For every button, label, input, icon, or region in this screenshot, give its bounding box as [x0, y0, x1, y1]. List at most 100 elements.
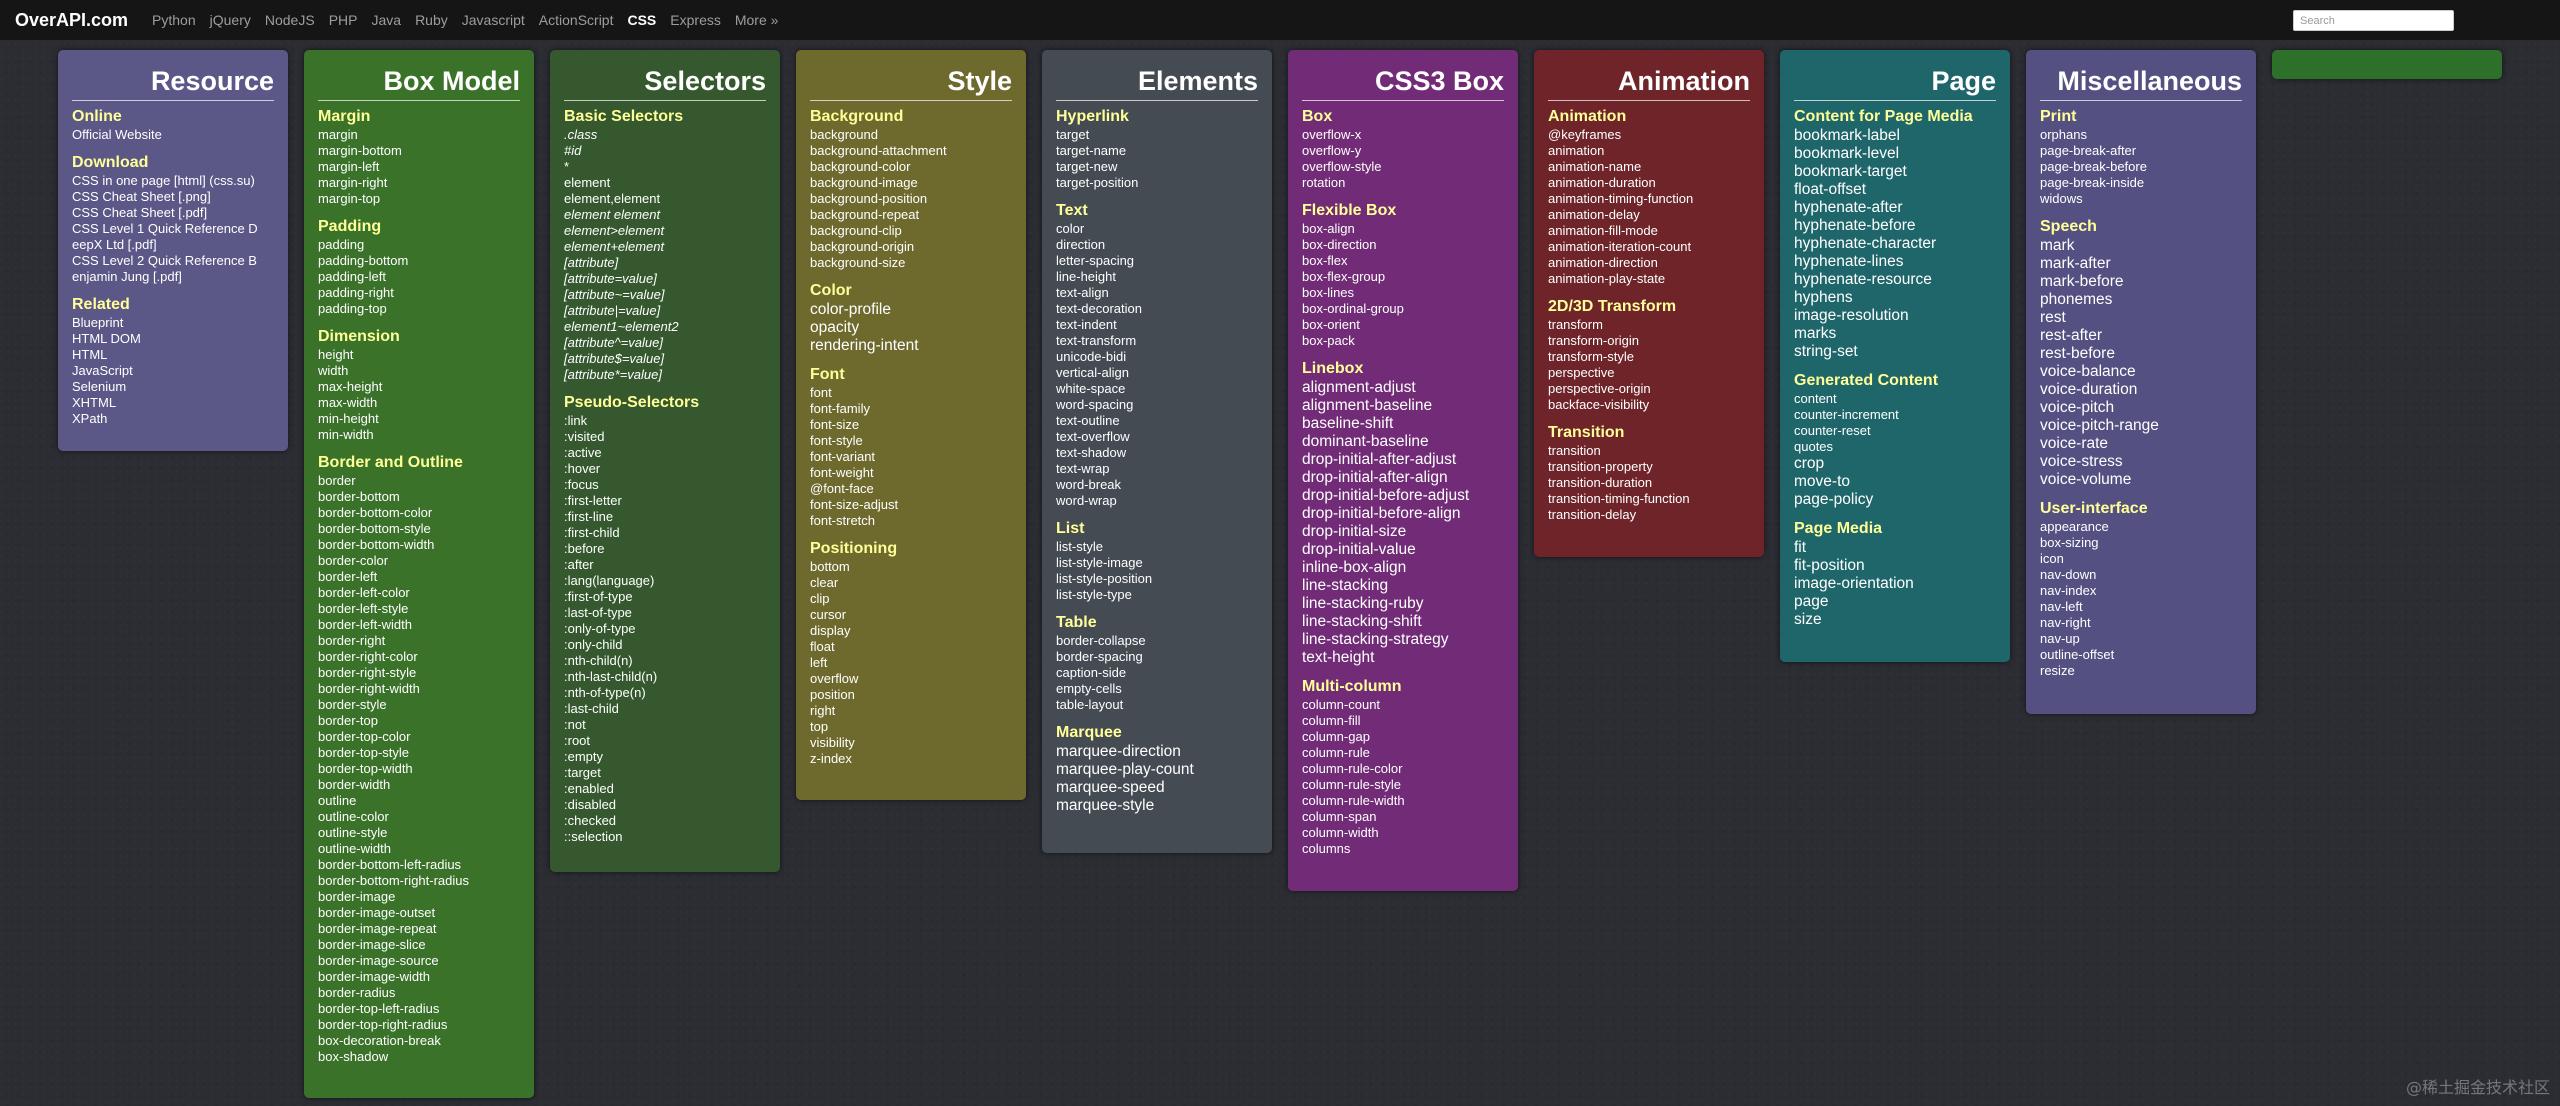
reference-link[interactable]: column-rule-color	[1302, 761, 1403, 776]
reference-link[interactable]: drop-initial-before-align	[1302, 505, 1461, 522]
reference-link[interactable]: max-width	[318, 395, 378, 410]
reference-link[interactable]: animation-delay	[1548, 207, 1640, 222]
reference-link[interactable]: HTML DOM	[72, 331, 141, 346]
reference-link[interactable]: animation	[1548, 143, 1605, 158]
reference-link[interactable]: empty-cells	[1056, 681, 1122, 696]
reference-link[interactable]: :last-of-type	[564, 605, 632, 620]
reference-link[interactable]: page-break-after	[2040, 143, 2137, 158]
reference-link[interactable]: border-top-width	[318, 761, 413, 776]
reference-link[interactable]: box-shadow	[318, 1049, 389, 1064]
reference-link[interactable]: outline-style	[318, 825, 388, 840]
reference-link[interactable]: string-set	[1794, 343, 1858, 360]
reference-link[interactable]: outline-width	[318, 841, 391, 856]
reference-link[interactable]: padding-bottom	[318, 253, 409, 268]
reference-link[interactable]: nav-index	[2040, 583, 2097, 598]
reference-link[interactable]: z-index	[810, 751, 852, 766]
reference-link[interactable]: :nth-last-child(n)	[564, 669, 658, 684]
reference-link[interactable]: rest-after	[2040, 327, 2103, 344]
reference-link[interactable]: transform-style	[1548, 349, 1634, 364]
reference-link[interactable]: margin-top	[318, 191, 381, 206]
reference-link[interactable]: column-rule	[1302, 745, 1370, 760]
reference-link[interactable]: voice-pitch-range	[2040, 417, 2159, 434]
reference-link[interactable]: background-origin	[810, 239, 915, 254]
reference-link[interactable]: border-radius	[318, 985, 396, 1000]
reference-link[interactable]: nav-down	[2040, 567, 2097, 582]
reference-link[interactable]: outline-color	[318, 809, 389, 824]
reference-link[interactable]: border-image-source	[318, 953, 439, 968]
reference-link[interactable]: float-offset	[1794, 181, 1867, 198]
reference-link[interactable]: border-right-style	[318, 665, 417, 680]
reference-link[interactable]: column-span	[1302, 809, 1377, 824]
reference-link[interactable]: border-style	[318, 697, 387, 712]
reference-link[interactable]: min-width	[318, 427, 374, 442]
reference-link[interactable]: margin-right	[318, 175, 388, 190]
reference-link[interactable]: drop-initial-after-adjust	[1302, 451, 1457, 468]
reference-link[interactable]: page-policy	[1794, 491, 1874, 508]
reference-link[interactable]: .class	[564, 127, 598, 142]
reference-link[interactable]: CSS Level 1 Quick Reference D	[72, 221, 258, 236]
reference-link[interactable]: caption-side	[1056, 665, 1127, 680]
reference-link[interactable]: :only-of-type	[564, 621, 636, 636]
reference-link[interactable]: vertical-align	[1056, 365, 1129, 380]
reference-link[interactable]: mark-after	[2040, 255, 2111, 272]
reference-link[interactable]: text-decoration	[1056, 301, 1142, 316]
reference-link[interactable]: [attribute|=value]	[564, 303, 661, 318]
reference-link[interactable]: bottom	[810, 559, 850, 574]
reference-link[interactable]: Selenium	[72, 379, 127, 394]
reference-link[interactable]: voice-balance	[2040, 363, 2136, 380]
reference-link[interactable]: animation-play-state	[1548, 271, 1666, 286]
reference-link[interactable]: :not	[564, 717, 586, 732]
reference-link[interactable]: font-weight	[810, 465, 874, 480]
reference-link[interactable]: padding-right	[318, 285, 394, 300]
reference-link[interactable]: text-indent	[1056, 317, 1117, 332]
reference-link[interactable]: width	[318, 363, 349, 378]
reference-link[interactable]: content	[1794, 391, 1837, 406]
reference-link[interactable]: padding-left	[318, 269, 386, 284]
reference-link[interactable]: animation-timing-function	[1548, 191, 1694, 206]
reference-link[interactable]: drop-initial-after-align	[1302, 469, 1448, 486]
reference-link[interactable]: transition-property	[1548, 459, 1653, 474]
reference-link[interactable]: padding-top	[318, 301, 387, 316]
reference-link[interactable]: :first-line	[564, 509, 614, 524]
reference-link[interactable]: float	[810, 639, 835, 654]
reference-link[interactable]: :empty	[564, 749, 604, 764]
reference-link[interactable]: border-left-width	[318, 617, 412, 632]
reference-link[interactable]: border-right	[318, 633, 386, 648]
reference-link[interactable]: drop-initial-value	[1302, 541, 1416, 558]
nav-link-javascript[interactable]: Javascript	[461, 12, 525, 28]
reference-link[interactable]: alignment-adjust	[1302, 379, 1416, 396]
reference-link[interactable]: marquee-speed	[1056, 779, 1165, 796]
reference-link[interactable]: image-resolution	[1794, 307, 1909, 324]
reference-link[interactable]: column-rule-style	[1302, 777, 1401, 792]
reference-link[interactable]: right	[810, 703, 836, 718]
reference-link[interactable]: element,element	[564, 191, 661, 206]
reference-link[interactable]: rest	[2040, 309, 2066, 326]
reference-link[interactable]: :first-of-type	[564, 589, 633, 604]
reference-link[interactable]: font	[810, 385, 832, 400]
reference-link[interactable]: text-height	[1302, 649, 1375, 666]
reference-link[interactable]: border-bottom-right-radius	[318, 873, 470, 888]
reference-link[interactable]: list-style-position	[1056, 571, 1153, 586]
reference-link[interactable]: element	[564, 175, 611, 190]
reference-link[interactable]: column-gap	[1302, 729, 1370, 744]
reference-link[interactable]: :active	[564, 445, 602, 460]
reference-link[interactable]: opacity	[810, 319, 860, 336]
reference-link[interactable]: marquee-play-count	[1056, 761, 1194, 778]
reference-link[interactable]: [attribute$=value]	[564, 351, 665, 366]
reference-link[interactable]: border-image-slice	[318, 937, 426, 952]
reference-link[interactable]: border-bottom	[318, 489, 400, 504]
reference-link[interactable]: :visited	[564, 429, 605, 444]
reference-link[interactable]: [attribute=value]	[564, 271, 657, 286]
reference-link[interactable]: font-size-adjust	[810, 497, 899, 512]
brand-logo[interactable]: OverAPI.com	[15, 9, 129, 30]
reference-link[interactable]: max-height	[318, 379, 383, 394]
reference-link[interactable]: column-count	[1302, 697, 1381, 712]
reference-link[interactable]: baseline-shift	[1302, 415, 1394, 432]
reference-link[interactable]: column-fill	[1302, 713, 1361, 728]
reference-link[interactable]: box-lines	[1302, 285, 1355, 300]
reference-link[interactable]: widows	[2040, 191, 2083, 206]
reference-link[interactable]: border-top-color	[318, 729, 411, 744]
reference-link[interactable]: border-bottom-style	[318, 521, 431, 536]
reference-link[interactable]: :nth-child(n)	[564, 653, 633, 668]
reference-link[interactable]: word-wrap	[1056, 493, 1117, 508]
